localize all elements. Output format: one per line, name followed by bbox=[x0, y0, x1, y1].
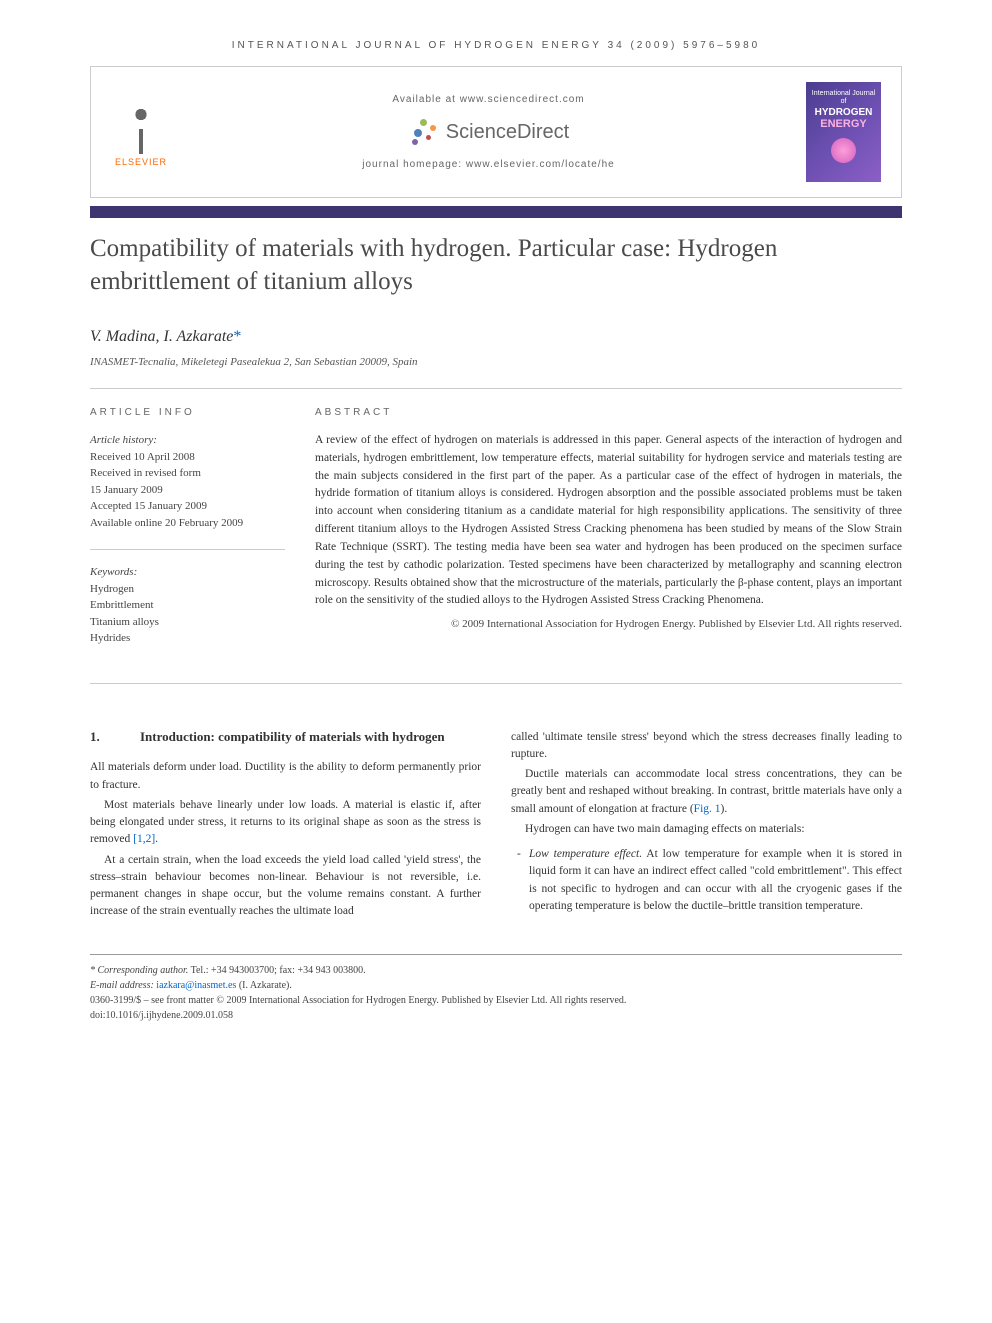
abstract-text: A review of the effect of hydrogen on ma… bbox=[315, 432, 902, 610]
reference-link[interactable]: [1,2] bbox=[133, 833, 155, 845]
cover-title-2: ENERGY bbox=[820, 118, 866, 130]
keywords-block: Keywords: Hydrogen Embrittlement Titaniu… bbox=[90, 549, 285, 647]
history-item: Accepted 15 January 2009 bbox=[90, 498, 285, 515]
body-text-columns: 1.Introduction: compatibility of materia… bbox=[90, 729, 902, 924]
elsevier-tree-icon bbox=[116, 104, 166, 154]
elsevier-label: ELSEVIER bbox=[115, 157, 167, 167]
section-title: Introduction: compatibility of materials… bbox=[140, 729, 445, 744]
section-heading: 1.Introduction: compatibility of materia… bbox=[90, 729, 481, 746]
body-column-left: 1.Introduction: compatibility of materia… bbox=[90, 729, 481, 924]
corresponding-author: * Corresponding author. Tel.: +34 943003… bbox=[90, 963, 902, 978]
body-paragraph: At a certain strain, when the load excee… bbox=[90, 852, 481, 921]
cover-title-1: HYDROGEN bbox=[815, 107, 873, 118]
keyword: Embrittlement bbox=[90, 597, 285, 614]
section-number: 1. bbox=[90, 729, 140, 746]
cover-subtitle: International Journal of bbox=[810, 90, 877, 107]
email-line: E-mail address: iazkara@inasmet.es (I. A… bbox=[90, 978, 902, 993]
history-item: 15 January 2009 bbox=[90, 482, 285, 499]
journal-citation: INTERNATIONAL JOURNAL OF HYDROGEN ENERGY… bbox=[90, 40, 902, 51]
sciencedirect-dots-icon bbox=[408, 117, 438, 147]
history-item: Available online 20 February 2009 bbox=[90, 515, 285, 532]
email-link[interactable]: iazkara@inasmet.es bbox=[156, 980, 236, 991]
history-item: Received in revised form bbox=[90, 465, 285, 482]
figure-link[interactable]: Fig. 1 bbox=[694, 803, 721, 815]
corr-label: * Corresponding author. bbox=[90, 965, 188, 976]
history-label: Article history: bbox=[90, 432, 285, 449]
doi: doi:10.1016/j.ijhydene.2009.01.058 bbox=[90, 1008, 902, 1023]
bullet-item: Low temperature effect. At low temperatu… bbox=[511, 846, 902, 915]
email-label: E-mail address: bbox=[90, 980, 156, 991]
corresponding-asterisk: * bbox=[233, 328, 241, 345]
para-text: . bbox=[155, 833, 158, 845]
author-names: V. Madina, I. Azkarate bbox=[90, 328, 233, 345]
bullet-label: Low temperature effect. bbox=[529, 848, 642, 860]
authors: V. Madina, I. Azkarate* bbox=[90, 328, 902, 346]
available-text: Available at www.sciencedirect.com bbox=[171, 94, 806, 105]
cover-graphic-icon bbox=[831, 138, 856, 163]
sciencedirect-logo: ScienceDirect bbox=[171, 117, 806, 147]
body-paragraph: Hydrogen can have two main damaging effe… bbox=[511, 821, 902, 838]
sciencedirect-text: ScienceDirect bbox=[446, 121, 569, 144]
info-abstract-section: ARTICLE INFO Article history: Received 1… bbox=[90, 388, 902, 684]
journal-cover-thumbnail: International Journal of HYDROGEN ENERGY bbox=[806, 82, 881, 182]
history-item: Received 10 April 2008 bbox=[90, 449, 285, 466]
footer-copyright: 0360-3199/$ – see front matter © 2009 In… bbox=[90, 993, 902, 1008]
article-info-heading: ARTICLE INFO bbox=[90, 407, 285, 418]
publisher-header: ELSEVIER Available at www.sciencedirect.… bbox=[90, 66, 902, 198]
elsevier-logo: ELSEVIER bbox=[111, 97, 171, 167]
page-footer: * Corresponding author. Tel.: +34 943003… bbox=[90, 954, 902, 1023]
corr-contact: Tel.: +34 943003700; fax: +34 943 003800… bbox=[188, 965, 365, 976]
article-history-block: Article history: Received 10 April 2008 … bbox=[90, 432, 285, 531]
para-text: ). bbox=[721, 803, 728, 815]
keywords-label: Keywords: bbox=[90, 564, 285, 581]
article-info-column: ARTICLE INFO Article history: Received 1… bbox=[90, 407, 285, 665]
header-center: Available at www.sciencedirect.com Scien… bbox=[171, 94, 806, 170]
homepage-link[interactable]: journal homepage: www.elsevier.com/locat… bbox=[171, 159, 806, 170]
body-paragraph: Ductile materials can accommodate local … bbox=[511, 766, 902, 818]
keyword: Hydrogen bbox=[90, 581, 285, 598]
body-paragraph: Most materials behave linearly under low… bbox=[90, 797, 481, 849]
body-column-right: called 'ultimate tensile stress' beyond … bbox=[511, 729, 902, 924]
separator-bar bbox=[90, 206, 902, 218]
email-suffix: (I. Azkarate). bbox=[236, 980, 292, 991]
body-paragraph: All materials deform under load. Ductili… bbox=[90, 759, 481, 794]
affiliation: INASMET-Tecnalia, Mikeletegi Pasealekua … bbox=[90, 356, 902, 368]
abstract-column: ABSTRACT A review of the effect of hydro… bbox=[315, 407, 902, 665]
keyword: Hydrides bbox=[90, 630, 285, 647]
abstract-heading: ABSTRACT bbox=[315, 407, 902, 418]
body-paragraph: called 'ultimate tensile stress' beyond … bbox=[511, 729, 902, 764]
article-title: Compatibility of materials with hydrogen… bbox=[90, 233, 902, 298]
abstract-copyright: © 2009 International Association for Hyd… bbox=[315, 616, 902, 633]
keyword: Titanium alloys bbox=[90, 614, 285, 631]
